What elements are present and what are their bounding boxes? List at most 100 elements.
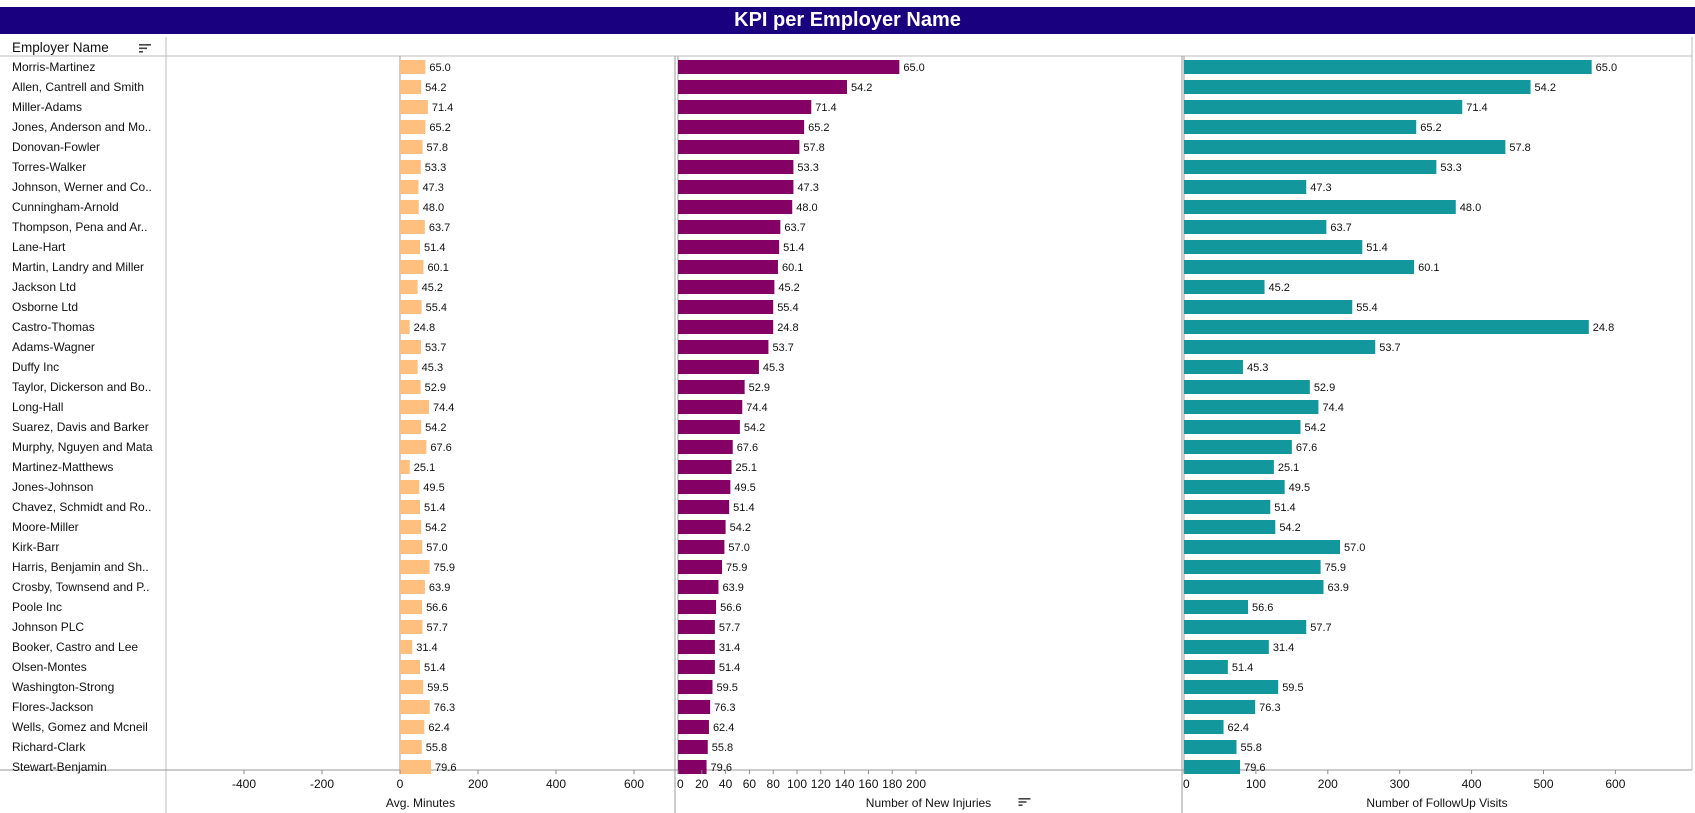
injuries-bar (678, 420, 740, 434)
injuries-bar (678, 100, 812, 114)
minutes-value-label: 52.9 (425, 382, 446, 394)
minutes-tick-label: -400 (232, 777, 256, 791)
employer-label: Lane-Hart (12, 240, 66, 254)
minutes-bar (400, 440, 427, 454)
minutes-bar (400, 700, 430, 714)
visits-value-label: 51.4 (1366, 242, 1387, 254)
injuries-bar (678, 380, 745, 394)
visits-value-label: 67.6 (1296, 442, 1317, 454)
visits-axis-title: Number of FollowUp Visits (1366, 796, 1507, 810)
minutes-bar (400, 400, 430, 414)
visits-bar (1184, 480, 1285, 494)
minutes-bar (400, 360, 418, 374)
minutes-bar (400, 740, 422, 754)
visits-value-label: 63.9 (1327, 582, 1348, 594)
sort-descending-icon (1018, 798, 1031, 800)
visits-value-label: 51.4 (1232, 662, 1253, 674)
minutes-bar (400, 600, 423, 614)
minutes-value-label: 53.7 (425, 342, 446, 354)
minutes-bar (400, 640, 413, 654)
employer-label: Adams-Wagner (12, 340, 95, 354)
injuries-value-label: 52.9 (749, 382, 770, 394)
injuries-bar (678, 340, 769, 354)
minutes-value-label: 24.8 (414, 322, 435, 334)
employer-label: Miller-Adams (12, 100, 82, 114)
visits-bar (1184, 280, 1265, 294)
injuries-value-label: 57.0 (728, 542, 749, 554)
visits-value-label: 76.3 (1259, 702, 1280, 714)
employer-label: Martin, Landry and Miller (12, 260, 144, 274)
injuries-value-label: 65.0 (903, 62, 924, 74)
visits-bar (1184, 80, 1531, 94)
visits-value-label: 57.0 (1344, 542, 1365, 554)
minutes-bar (400, 620, 423, 634)
injuries-bar (678, 520, 726, 534)
injuries-tick-label: 160 (858, 777, 878, 791)
visits-value-label: 65.2 (1420, 122, 1441, 134)
visits-value-label: 54.2 (1535, 82, 1556, 94)
minutes-bar (400, 260, 424, 274)
employer-label: Poole Inc (12, 600, 62, 614)
row-header-employer-name[interactable]: Employer Name (12, 40, 109, 55)
sort-descending-icon[interactable] (138, 41, 152, 55)
injuries-value-label: 54.2 (744, 422, 765, 434)
visits-value-label: 57.7 (1310, 622, 1331, 634)
minutes-bar (400, 380, 421, 394)
injuries-value-label: 75.9 (726, 562, 747, 574)
visits-value-label: 62.4 (1228, 722, 1249, 734)
minutes-bar (400, 240, 421, 254)
injuries-value-label: 48.0 (796, 202, 817, 214)
injuries-tick-label: 120 (811, 777, 831, 791)
minutes-bar (400, 60, 426, 74)
minutes-value-label: 79.6 (435, 762, 456, 774)
injuries-bar (678, 540, 725, 554)
visits-bar (1184, 700, 1256, 714)
visits-bar (1184, 600, 1248, 614)
injuries-value-label: 51.4 (733, 502, 754, 514)
injuries-bar (678, 220, 781, 234)
injuries-value-label: 65.2 (808, 122, 829, 134)
sort-descending-icon (1018, 801, 1027, 803)
employer-label: Jones-Johnson (12, 480, 93, 494)
minutes-value-label: 63.9 (429, 582, 450, 594)
visits-bar (1184, 520, 1276, 534)
minutes-value-label: 45.2 (422, 282, 443, 294)
injuries-value-label: 45.3 (763, 362, 784, 374)
minutes-value-label: 75.9 (434, 562, 455, 574)
minutes-value-label: 71.4 (432, 102, 453, 114)
visits-bar (1184, 540, 1341, 554)
injuries-bar (678, 120, 805, 134)
injuries-bar (678, 160, 794, 174)
visits-value-label: 45.2 (1269, 282, 1290, 294)
minutes-value-label: 65.2 (429, 122, 450, 134)
injuries-value-label: 25.1 (736, 462, 757, 474)
minutes-value-label: 25.1 (414, 462, 435, 474)
visits-bar (1184, 580, 1324, 594)
injuries-value-label: 59.5 (717, 682, 738, 694)
visits-tick-label: 600 (1605, 777, 1625, 791)
minutes-value-label: 76.3 (434, 702, 455, 714)
minutes-bar (400, 560, 430, 574)
visits-value-label: 65.0 (1596, 62, 1617, 74)
visits-tick-label: 500 (1533, 777, 1553, 791)
visits-bar (1184, 760, 1241, 774)
minutes-value-label: 48.0 (423, 202, 444, 214)
injuries-tick-label: 0 (677, 777, 684, 791)
visits-value-label: 54.2 (1279, 522, 1300, 534)
injuries-bar (678, 660, 715, 674)
visits-value-label: 56.6 (1252, 602, 1273, 614)
visits-value-label: 45.3 (1247, 362, 1268, 374)
visits-value-label: 71.4 (1466, 102, 1487, 114)
minutes-bar (400, 500, 421, 514)
injuries-bar (678, 320, 774, 334)
visits-value-label: 55.8 (1240, 742, 1261, 754)
employer-label: Moore-Miller (12, 520, 79, 534)
minutes-bar (400, 720, 425, 734)
employer-label: Martinez-Matthews (12, 460, 113, 474)
visits-bar (1184, 340, 1376, 354)
minutes-value-label: 57.0 (426, 542, 447, 554)
visits-value-label: 52.9 (1314, 382, 1335, 394)
injuries-value-label: 71.4 (815, 102, 836, 114)
injuries-value-label: 57.8 (803, 142, 824, 154)
visits-bar (1184, 300, 1353, 314)
